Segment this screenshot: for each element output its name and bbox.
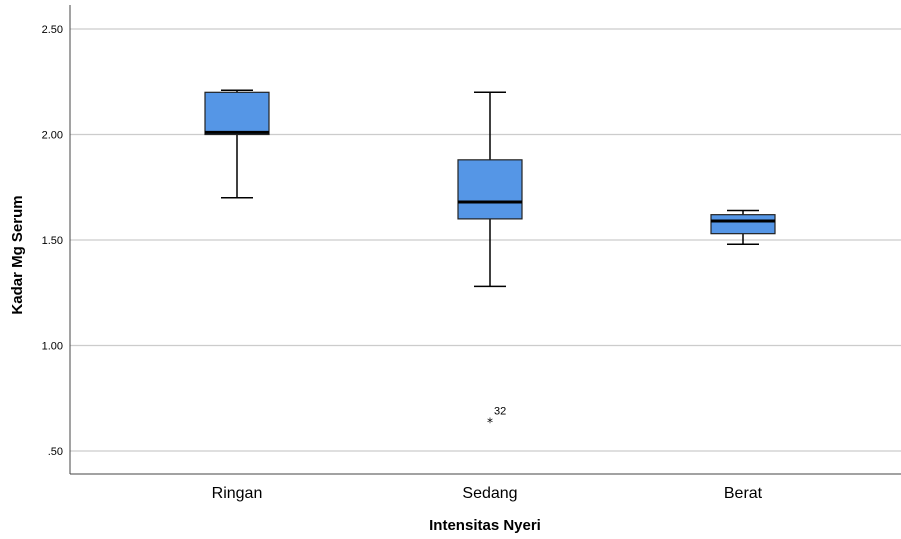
y-tick-label: 2.00 — [42, 130, 63, 142]
x-category-label: Berat — [724, 485, 763, 502]
outlier-marker: * — [487, 415, 493, 429]
y-tick-label: 1.00 — [42, 341, 63, 353]
x-category-label: Ringan — [212, 485, 263, 502]
x-axis-title: Intensitas Nyeri — [429, 517, 541, 534]
iqr-box — [710, 214, 776, 235]
y-tick-label: 1.50 — [42, 235, 63, 247]
iqr-box — [457, 159, 523, 220]
box-group-berat — [710, 209, 776, 245]
iqr-box — [204, 91, 270, 136]
outlier-label: 32 — [494, 405, 506, 417]
box-group-sedang: *32 — [457, 91, 523, 429]
box-group-ringan — [204, 89, 270, 199]
y-tick-label: 2.50 — [42, 24, 63, 36]
y-axis-title: Kadar Mg Serum — [9, 195, 26, 314]
boxes: *32 — [204, 89, 776, 429]
x-category-labels: Ringan Sedang Berat — [212, 485, 763, 502]
y-tick-labels: .50 1.00 1.50 2.00 2.50 — [42, 24, 63, 458]
axes — [69, 5, 901, 475]
y-tick-label: .50 — [48, 446, 63, 458]
x-category-label: Sedang — [462, 485, 517, 502]
